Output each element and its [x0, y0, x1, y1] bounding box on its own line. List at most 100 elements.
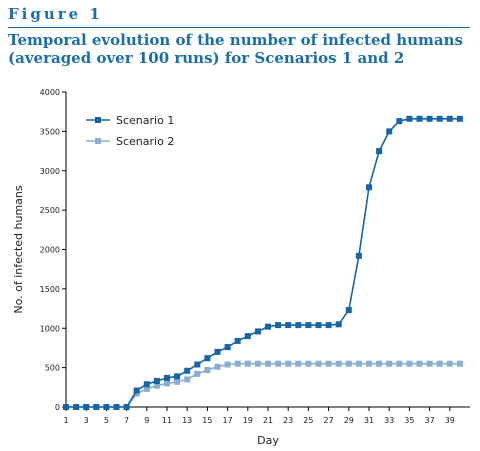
series-1-point: [436, 115, 443, 122]
series-2-point: [436, 360, 443, 367]
series-1-point: [83, 404, 90, 410]
series-1-point: [143, 381, 150, 388]
series-2-point: [345, 360, 352, 367]
series-2-point: [143, 385, 150, 392]
series-1-point: [376, 148, 383, 155]
series-1-point: [254, 328, 261, 335]
series-1-point: [164, 374, 170, 381]
series-1-point: [366, 184, 372, 191]
series-1: [63, 115, 463, 410]
series-1-point: [345, 307, 352, 314]
x-tick-label: 11: [162, 416, 172, 425]
x-tick-label: 7: [124, 416, 129, 425]
x-tick-label: 39: [445, 416, 455, 425]
x-tick-label: 1: [63, 416, 68, 425]
series-2-point: [335, 360, 342, 367]
series-2-line: [66, 362, 460, 408]
legend-swatch-marker: [95, 138, 101, 144]
x-tick-label: 35: [404, 416, 414, 425]
series-1-point: [285, 322, 292, 329]
series-2-point: [164, 380, 170, 387]
y-tick-label: 1000: [40, 324, 60, 333]
series-1-point: [63, 404, 69, 410]
series-1-point: [103, 404, 110, 410]
series-2-point: [194, 370, 201, 377]
series-1-point: [396, 118, 403, 125]
series-1-point: [446, 115, 453, 122]
series-2-point: [275, 360, 282, 367]
series-2-point: [426, 360, 433, 367]
series-1-point: [123, 404, 130, 410]
x-tick-label: 3: [84, 416, 89, 425]
x-tick-label: 15: [202, 416, 212, 425]
series-1-point: [194, 361, 201, 368]
figure-label: Figure 1: [8, 5, 103, 23]
x-tick-label: 23: [283, 416, 293, 425]
series-2-point: [315, 360, 322, 367]
legend-label: Scenario 1: [116, 114, 174, 127]
series-1-point: [305, 322, 312, 329]
series-1-point: [426, 115, 433, 122]
series-2-point: [153, 382, 160, 389]
series-1-point: [73, 404, 80, 410]
y-tick-label: 3000: [40, 167, 60, 176]
x-tick-label: 31: [364, 416, 374, 425]
x-tick-label: 33: [384, 416, 394, 425]
series-2-point: [396, 360, 403, 367]
x-axis-ticks: 1 3 5 7 9 11 13 15 17 19 21 23 25 27 29 31 33 35 37 39: [63, 407, 455, 425]
y-tick-label: 4000: [40, 88, 60, 97]
series-1-point: [406, 115, 413, 122]
x-tick-label: 25: [303, 416, 313, 425]
series-1-point: [275, 322, 282, 329]
series-1-point: [295, 322, 302, 329]
x-tick-label: 13: [182, 416, 192, 425]
y-tick-label: 3500: [40, 127, 60, 136]
y-tick-label: 1500: [40, 285, 60, 294]
x-tick-label: 5: [104, 416, 109, 425]
series-2-point: [214, 363, 221, 370]
series-2-point: [355, 360, 362, 367]
series-2-point: [265, 360, 271, 367]
series-1-point: [325, 322, 332, 329]
series-2-point: [406, 360, 413, 367]
x-axis-label: Day: [257, 434, 279, 447]
series-1-point: [244, 333, 251, 340]
series-1-line: [66, 118, 460, 408]
series-2-point: [133, 390, 140, 397]
x-tick-label: 19: [243, 416, 253, 425]
series-2-point: [416, 360, 423, 367]
x-tick-label: 29: [344, 416, 354, 425]
series-2-point: [254, 360, 261, 367]
series-1-point: [234, 337, 241, 344]
series-1-point: [204, 355, 211, 362]
x-tick-label: 9: [144, 416, 149, 425]
series-1-point: [174, 373, 181, 380]
series-2-point: [305, 360, 312, 367]
series-1-point: [386, 128, 393, 135]
legend-swatch-marker: [95, 117, 101, 123]
series-2-point: [295, 360, 302, 367]
x-tick-label: 37: [425, 416, 435, 425]
chart-legend: Scenario 1 Scenario 2: [86, 114, 174, 148]
series-2-point: [366, 360, 372, 367]
series-2-point: [184, 376, 191, 383]
y-tick-label: 2000: [40, 246, 60, 255]
legend-item-1: Scenario 1: [86, 114, 174, 127]
series-2-point: [386, 360, 393, 367]
series-2: [63, 360, 463, 410]
series-2-point: [456, 360, 463, 367]
series-1-point: [265, 323, 271, 330]
series-1-point: [153, 378, 160, 384]
legend-label: Scenario 2: [116, 135, 174, 148]
series-2-point: [224, 361, 231, 368]
series-2-point: [234, 360, 241, 367]
series-2-point: [376, 360, 383, 367]
series-1-point: [133, 387, 140, 394]
series-1-point: [113, 404, 120, 410]
series-2-point: [204, 367, 211, 373]
series-2-point: [325, 360, 332, 367]
y-tick-label: 500: [45, 364, 60, 373]
series-1-point: [416, 115, 423, 122]
y-tick-label: 2500: [40, 206, 60, 215]
